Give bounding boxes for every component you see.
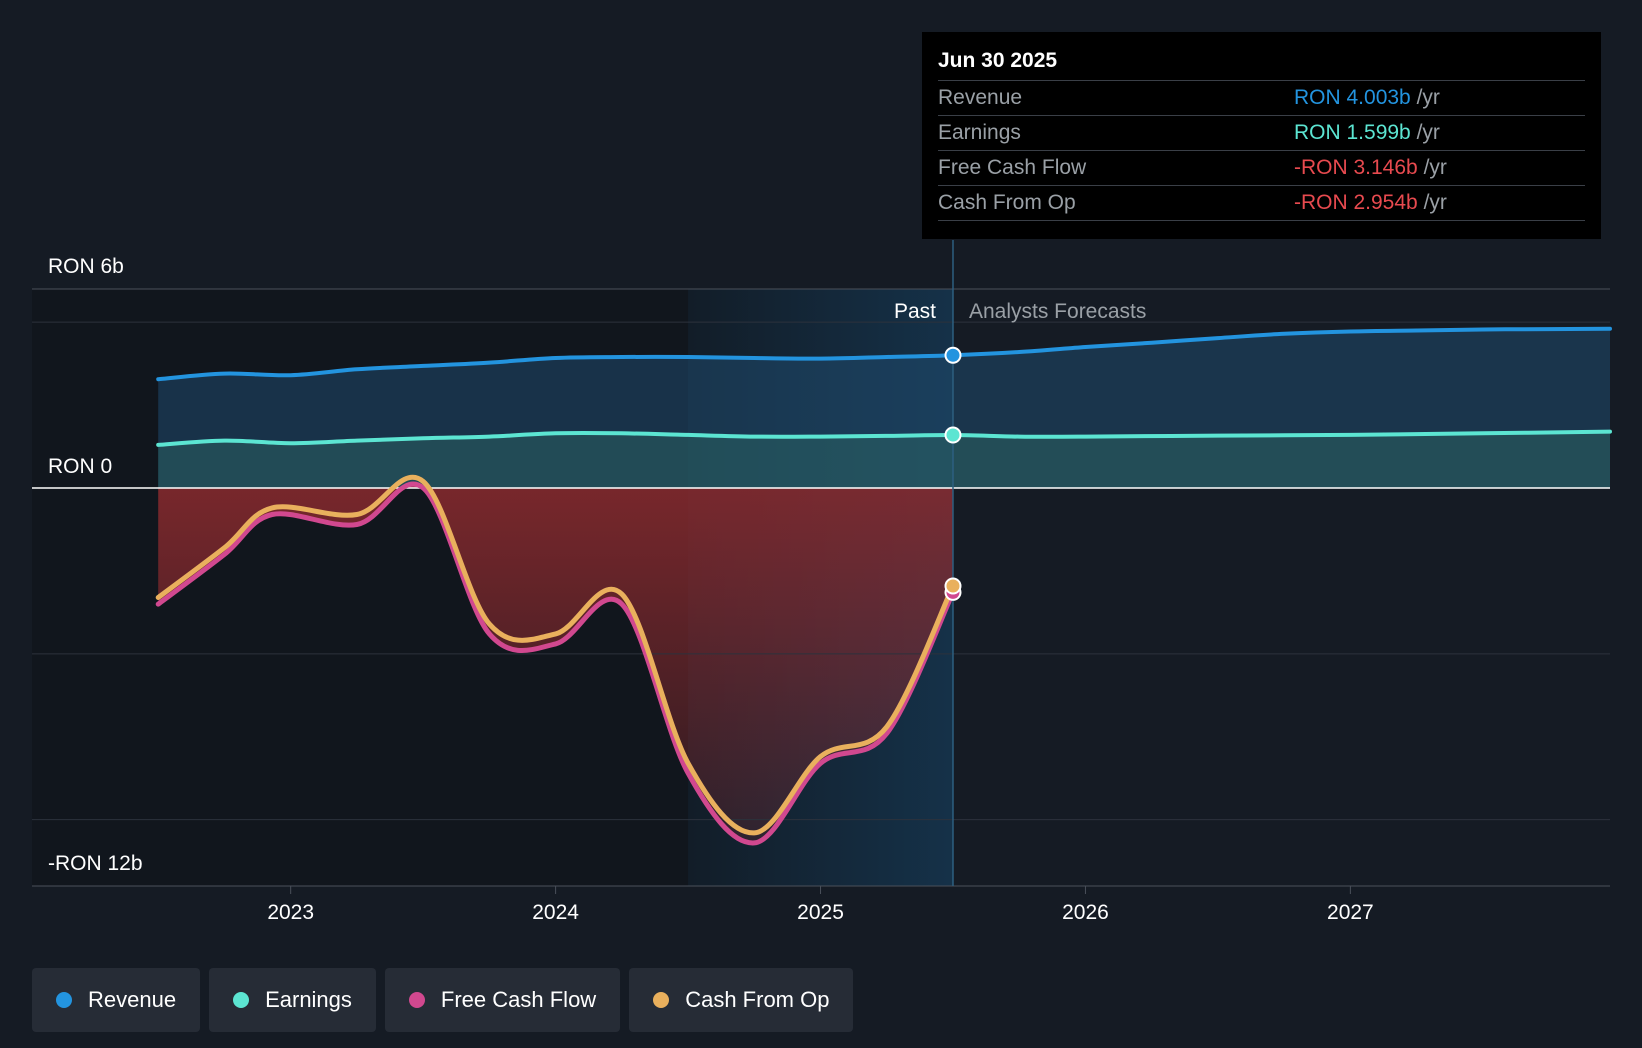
tooltip-value: -RON 2.954b /yr xyxy=(1294,191,1447,214)
tooltip-row-cash-from-op: Cash From Op -RON 2.954b /yr xyxy=(938,186,1585,221)
y-label-bottom: -RON 12b xyxy=(48,852,143,875)
tooltip-value: -RON 3.146b /yr xyxy=(1294,156,1447,179)
legend-label: Cash From Op xyxy=(685,987,830,1012)
point-cash-from-op xyxy=(944,577,962,595)
legend-item-cash-from-op[interactable]: Cash From Op xyxy=(629,968,854,1032)
point-revenue xyxy=(944,346,962,364)
x-tick-label: 2024 xyxy=(532,901,579,924)
tooltip: Jun 30 2025 Revenue RON 4.003b /yr Earni… xyxy=(922,32,1601,239)
legend-item-free-cash-flow[interactable]: Free Cash Flow xyxy=(384,968,621,1032)
legend-dot-icon xyxy=(653,992,670,1008)
past-label: Past xyxy=(894,300,936,323)
tooltip-value: RON 1.599b /yr xyxy=(1294,121,1440,144)
legend-item-revenue[interactable]: Revenue xyxy=(32,968,201,1032)
legend-dot-icon xyxy=(408,992,425,1008)
legend: Revenue Earnings Free Cash Flow Cash Fro… xyxy=(32,968,854,1032)
forecast-label: Analysts Forecasts xyxy=(969,300,1146,323)
tooltip-label: Cash From Op xyxy=(938,191,1076,214)
legend-item-earnings[interactable]: Earnings xyxy=(209,968,376,1032)
point-earnings xyxy=(944,426,962,444)
y-label-zero: RON 0 xyxy=(48,455,112,478)
x-tick-label: 2025 xyxy=(797,901,844,924)
tooltip-row-earnings: Earnings RON 1.599b /yr xyxy=(938,116,1585,151)
legend-dot-icon xyxy=(56,992,72,1008)
line-free-cash-flow xyxy=(155,481,956,846)
x-tick-label: 2027 xyxy=(1327,901,1374,924)
tooltip-date: Jun 30 2025 xyxy=(938,46,1585,81)
tooltip-label: Free Cash Flow xyxy=(938,156,1087,179)
tooltip-value: RON 4.003b /yr xyxy=(1294,86,1440,109)
legend-label: Revenue xyxy=(88,987,177,1012)
line-revenue xyxy=(156,326,1612,382)
legend-dot-icon xyxy=(233,992,250,1008)
area-revenue xyxy=(158,328,1611,488)
line-earnings xyxy=(156,429,1612,447)
tooltip-row-revenue: Revenue RON 4.003b /yr xyxy=(938,81,1585,116)
legend-label: Earnings xyxy=(265,987,352,1012)
x-tick-label: 2026 xyxy=(1062,901,1109,924)
area-free-cash-flow xyxy=(158,484,953,843)
y-label-top: RON 6b xyxy=(48,255,124,278)
tooltip-label: Earnings xyxy=(938,121,1021,144)
legend-label: Free Cash Flow xyxy=(440,987,597,1012)
line-cash-from-op xyxy=(155,474,956,836)
tooltip-row-free-cash-flow: Free Cash Flow -RON 3.146b /yr xyxy=(938,151,1585,186)
area-earnings xyxy=(158,431,1611,488)
x-tick-label: 2023 xyxy=(267,901,314,924)
tooltip-label: Revenue xyxy=(938,86,1023,109)
